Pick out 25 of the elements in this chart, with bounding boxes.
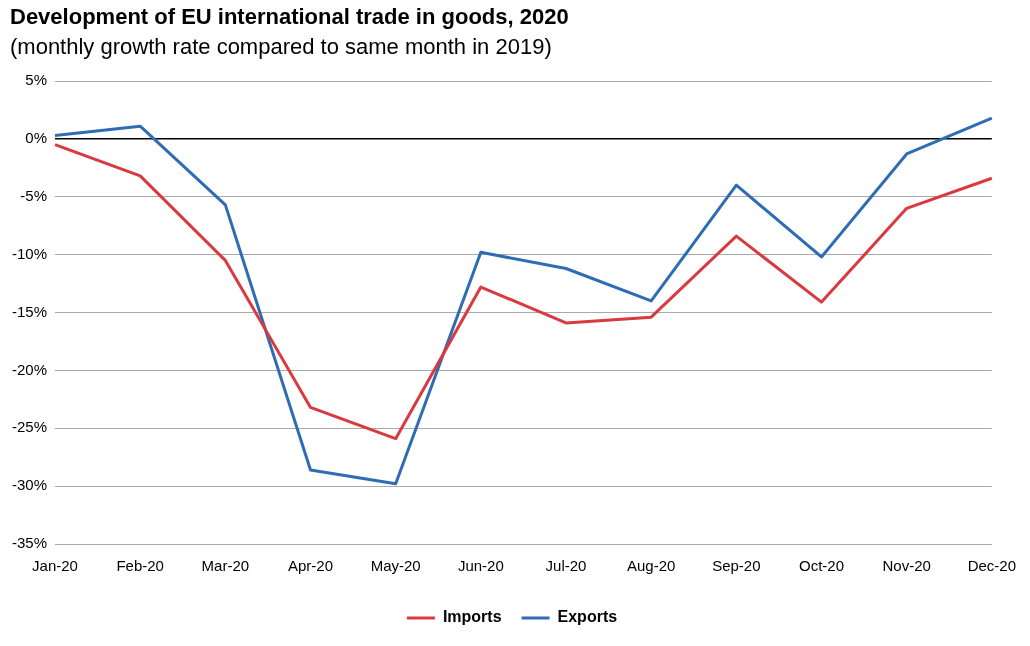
x-tick-label: Oct-20 <box>798 557 844 575</box>
y-tick-label: -5% <box>20 186 48 204</box>
chart-subtitle: (monthly growth rate compared to same month in 2019) <box>10 34 552 60</box>
y-tick-label: -20% <box>11 360 48 378</box>
x-tick-label: Aug-20 <box>626 557 676 575</box>
x-tick-label: Dec-20 <box>967 557 1016 575</box>
y-tick-label: -10% <box>11 244 48 262</box>
y-tick-label: 0% <box>25 129 48 147</box>
chart-title: Development of EU international trade in goods, 2020 <box>10 4 569 30</box>
x-tick-label: Jul-20 <box>545 557 587 575</box>
legend-label: Exports <box>557 608 618 626</box>
x-tick-label: Apr-20 <box>287 557 334 575</box>
y-tick-label: 5% <box>25 71 48 89</box>
x-tick-label: Mar-20 <box>201 557 250 575</box>
x-tick-label: Jan-20 <box>32 557 78 575</box>
legend-label: Imports <box>442 608 502 626</box>
x-tick-label: Feb-20 <box>116 557 164 575</box>
x-tick-label: Sep-20 <box>712 557 761 575</box>
y-tick-label: -25% <box>11 418 48 436</box>
y-tick-label: -15% <box>11 302 48 320</box>
x-tick-label: May-20 <box>370 557 421 575</box>
x-tick-label: Nov-20 <box>882 557 931 575</box>
y-tick-label: -30% <box>11 476 48 494</box>
x-tick-label: Jun-20 <box>457 557 504 575</box>
y-tick-label: -35% <box>11 534 48 552</box>
